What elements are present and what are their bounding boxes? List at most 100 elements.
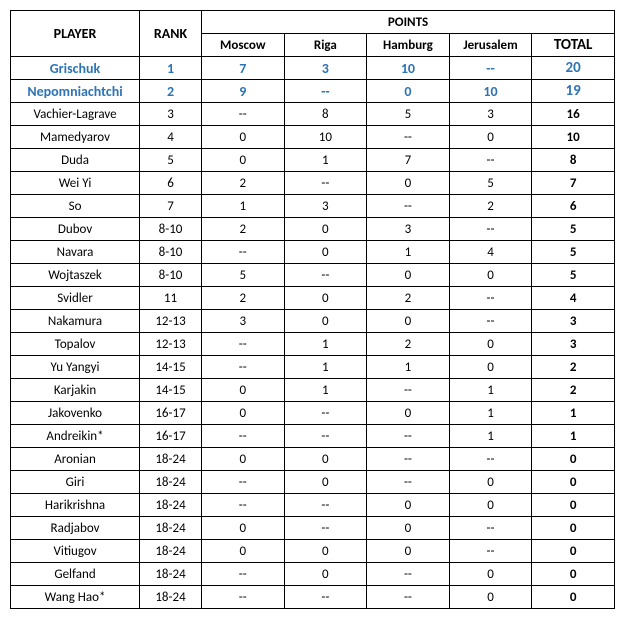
cell-riga: 0	[284, 471, 367, 494]
cell-player: Harikrishna	[11, 494, 140, 517]
cell-total: 10	[532, 126, 615, 149]
cell-player: Dubov	[11, 218, 140, 241]
cell-moscow: 3	[201, 310, 284, 333]
table-row: Jakovenko16-170--011	[11, 402, 615, 425]
table-row: Harikrishna18-24----000	[11, 494, 615, 517]
table-row: Yu Yangyi14-15--1102	[11, 356, 615, 379]
cell-total: 0	[532, 517, 615, 540]
cell-jerusalem: 0	[449, 563, 532, 586]
cell-hamburg: --	[367, 471, 450, 494]
cell-total: 6	[532, 195, 615, 218]
cell-hamburg: 0	[367, 80, 450, 103]
table-row: Navara8-10--0145	[11, 241, 615, 264]
cell-total: 0	[532, 563, 615, 586]
cell-player: Wojtaszek	[11, 264, 140, 287]
cell-hamburg: 0	[367, 172, 450, 195]
cell-total: 7	[532, 172, 615, 195]
cell-jerusalem: 3	[449, 103, 532, 126]
cell-rank: 8-10	[140, 264, 202, 287]
cell-hamburg: 1	[367, 241, 450, 264]
table-row: Dubov8-10203--5	[11, 218, 615, 241]
cell-hamburg: --	[367, 586, 450, 609]
cell-moscow: --	[201, 494, 284, 517]
header-city-hamburg: Hamburg	[367, 34, 450, 57]
cell-player: Jakovenko	[11, 402, 140, 425]
cell-player: Karjakin	[11, 379, 140, 402]
table-row: Duda5017--8	[11, 149, 615, 172]
cell-moscow: 1	[201, 195, 284, 218]
cell-jerusalem: 4	[449, 241, 532, 264]
cell-player: Vachier-Lagrave	[11, 103, 140, 126]
cell-hamburg: 7	[367, 149, 450, 172]
header-total: TOTAL	[532, 34, 615, 57]
table-row: Giri18-24--0--00	[11, 471, 615, 494]
cell-player: Andreikin*	[11, 425, 140, 448]
cell-moscow: 0	[201, 402, 284, 425]
cell-rank: 18-24	[140, 586, 202, 609]
cell-player: Yu Yangyi	[11, 356, 140, 379]
cell-jerusalem: 1	[449, 402, 532, 425]
cell-rank: 16-17	[140, 425, 202, 448]
table-row: So713--26	[11, 195, 615, 218]
cell-player: Grischuk	[11, 57, 140, 80]
cell-player: Duda	[11, 149, 140, 172]
cell-rank: 3	[140, 103, 202, 126]
cell-riga: 1	[284, 333, 367, 356]
cell-jerusalem: --	[449, 149, 532, 172]
cell-jerusalem: --	[449, 448, 532, 471]
table-row: Wojtaszek8-105--005	[11, 264, 615, 287]
cell-jerusalem: --	[449, 540, 532, 563]
cell-jerusalem: 0	[449, 356, 532, 379]
cell-riga: --	[284, 172, 367, 195]
cell-player: Aronian	[11, 448, 140, 471]
cell-moscow: 2	[201, 218, 284, 241]
cell-jerusalem: 1	[449, 425, 532, 448]
cell-riga: 0	[284, 563, 367, 586]
header-city-riga: Riga	[284, 34, 367, 57]
table-row: Wang Hao*18-24------00	[11, 586, 615, 609]
cell-total: 2	[532, 356, 615, 379]
table-header: PLAYER RANK POINTS Moscow Riga Hamburg J…	[11, 11, 615, 57]
cell-total: 3	[532, 310, 615, 333]
cell-total: 5	[532, 264, 615, 287]
cell-hamburg: 2	[367, 333, 450, 356]
cell-total: 3	[532, 333, 615, 356]
cell-jerusalem: 5	[449, 172, 532, 195]
cell-riga: 0	[284, 241, 367, 264]
standings-table: PLAYER RANK POINTS Moscow Riga Hamburg J…	[10, 10, 615, 609]
cell-moscow: --	[201, 333, 284, 356]
table-row: Radjabov18-240--0--0	[11, 517, 615, 540]
cell-riga: 3	[284, 195, 367, 218]
table-row: Vitiugov18-24000--0	[11, 540, 615, 563]
cell-player: Mamedyarov	[11, 126, 140, 149]
cell-total: 2	[532, 379, 615, 402]
table-row: Andreikin*16-17------11	[11, 425, 615, 448]
cell-jerusalem: 0	[449, 333, 532, 356]
cell-player: Giri	[11, 471, 140, 494]
cell-rank: 14-15	[140, 356, 202, 379]
cell-riga: --	[284, 80, 367, 103]
cell-riga: 1	[284, 149, 367, 172]
cell-total: 0	[532, 540, 615, 563]
cell-total: 20	[532, 57, 615, 80]
cell-rank: 4	[140, 126, 202, 149]
table-body: Grischuk17310--20Nepomniachtchi29--01019…	[11, 57, 615, 609]
cell-jerusalem: --	[449, 310, 532, 333]
cell-jerusalem: 0	[449, 126, 532, 149]
cell-jerusalem: --	[449, 517, 532, 540]
cell-hamburg: 2	[367, 287, 450, 310]
cell-total: 5	[532, 241, 615, 264]
cell-total: 8	[532, 149, 615, 172]
table-row: Svidler11202--4	[11, 287, 615, 310]
cell-riga: --	[284, 425, 367, 448]
cell-riga: --	[284, 586, 367, 609]
cell-moscow: --	[201, 103, 284, 126]
cell-moscow: 0	[201, 517, 284, 540]
cell-player: Topalov	[11, 333, 140, 356]
cell-rank: 1	[140, 57, 202, 80]
cell-jerusalem: --	[449, 287, 532, 310]
cell-riga: 3	[284, 57, 367, 80]
cell-moscow: 5	[201, 264, 284, 287]
cell-total: 0	[532, 586, 615, 609]
cell-hamburg: 0	[367, 402, 450, 425]
